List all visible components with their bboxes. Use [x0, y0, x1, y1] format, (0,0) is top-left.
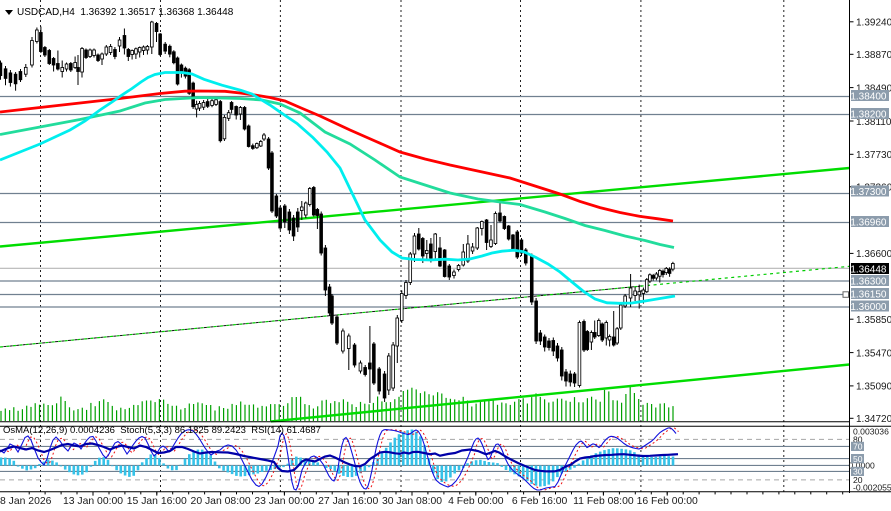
- svg-text:1.35850: 1.35850: [856, 315, 891, 326]
- svg-text:4 Feb 00:00: 4 Feb 00:00: [448, 496, 504, 507]
- svg-text:OsMA(12,26,9) 0.0004236 Stoch: OsMA(12,26,9) 0.0004236 Stoch(5,3,3) 86.…: [3, 425, 321, 436]
- svg-text:6 Feb 16:00: 6 Feb 16:00: [512, 496, 568, 507]
- svg-text:20 Jan 08:00: 20 Jan 08:00: [191, 496, 251, 507]
- svg-text:1.36150: 1.36150: [850, 289, 887, 300]
- svg-text:20: 20: [853, 475, 863, 485]
- svg-text:1.37300: 1.37300: [850, 187, 887, 198]
- svg-text:1.36300: 1.36300: [850, 276, 887, 287]
- svg-text:1.38200: 1.38200: [850, 109, 887, 120]
- svg-text:1.38870: 1.38870: [856, 50, 891, 61]
- svg-text:1.36000: 1.36000: [850, 302, 887, 313]
- svg-text:11 Feb 08:00: 11 Feb 08:00: [573, 496, 634, 507]
- svg-text:16 Feb 00:00: 16 Feb 00:00: [637, 496, 698, 507]
- svg-text:1.38110: 1.38110: [856, 117, 891, 128]
- svg-text:1.36960: 1.36960: [850, 217, 887, 228]
- svg-text:USDCAD,H4 1.36392 1.36517 1.3: USDCAD,H4 1.36392 1.36517 1.36368 1.3644…: [17, 7, 234, 18]
- svg-text:80: 80: [853, 435, 863, 445]
- svg-text:27 Jan 16:00: 27 Jan 16:00: [318, 496, 378, 507]
- svg-text:-0.002055: -0.002055: [853, 483, 891, 493]
- svg-text:70: 70: [853, 442, 863, 452]
- svg-text:13 Jan 00:00: 13 Jan 00:00: [63, 496, 123, 507]
- svg-text:1.38490: 1.38490: [856, 83, 891, 94]
- svg-text:23 Jan 00:00: 23 Jan 00:00: [254, 496, 314, 507]
- svg-text:1.35470: 1.35470: [856, 348, 891, 359]
- svg-text:1.38400: 1.38400: [850, 91, 887, 102]
- svg-text:1.37730: 1.37730: [856, 150, 891, 161]
- svg-text:30 Jan 08:00: 30 Jan 08:00: [382, 496, 442, 507]
- svg-text:15 Jan 16:00: 15 Jan 16:00: [127, 496, 187, 507]
- svg-text:1.39240: 1.39240: [856, 18, 891, 29]
- svg-text:1.34720: 1.34720: [856, 414, 891, 425]
- svg-text:1.36600: 1.36600: [856, 249, 891, 260]
- svg-text:1.35090: 1.35090: [856, 382, 891, 393]
- svg-text:1.36448: 1.36448: [850, 264, 887, 275]
- svg-text:50: 50: [853, 454, 863, 464]
- svg-text:0.0000: 0.0000: [849, 461, 876, 471]
- svg-text:8 Jan 2026: 8 Jan 2026: [0, 496, 52, 507]
- svg-text:30: 30: [853, 467, 863, 477]
- svg-text:0.003036: 0.003036: [853, 427, 889, 437]
